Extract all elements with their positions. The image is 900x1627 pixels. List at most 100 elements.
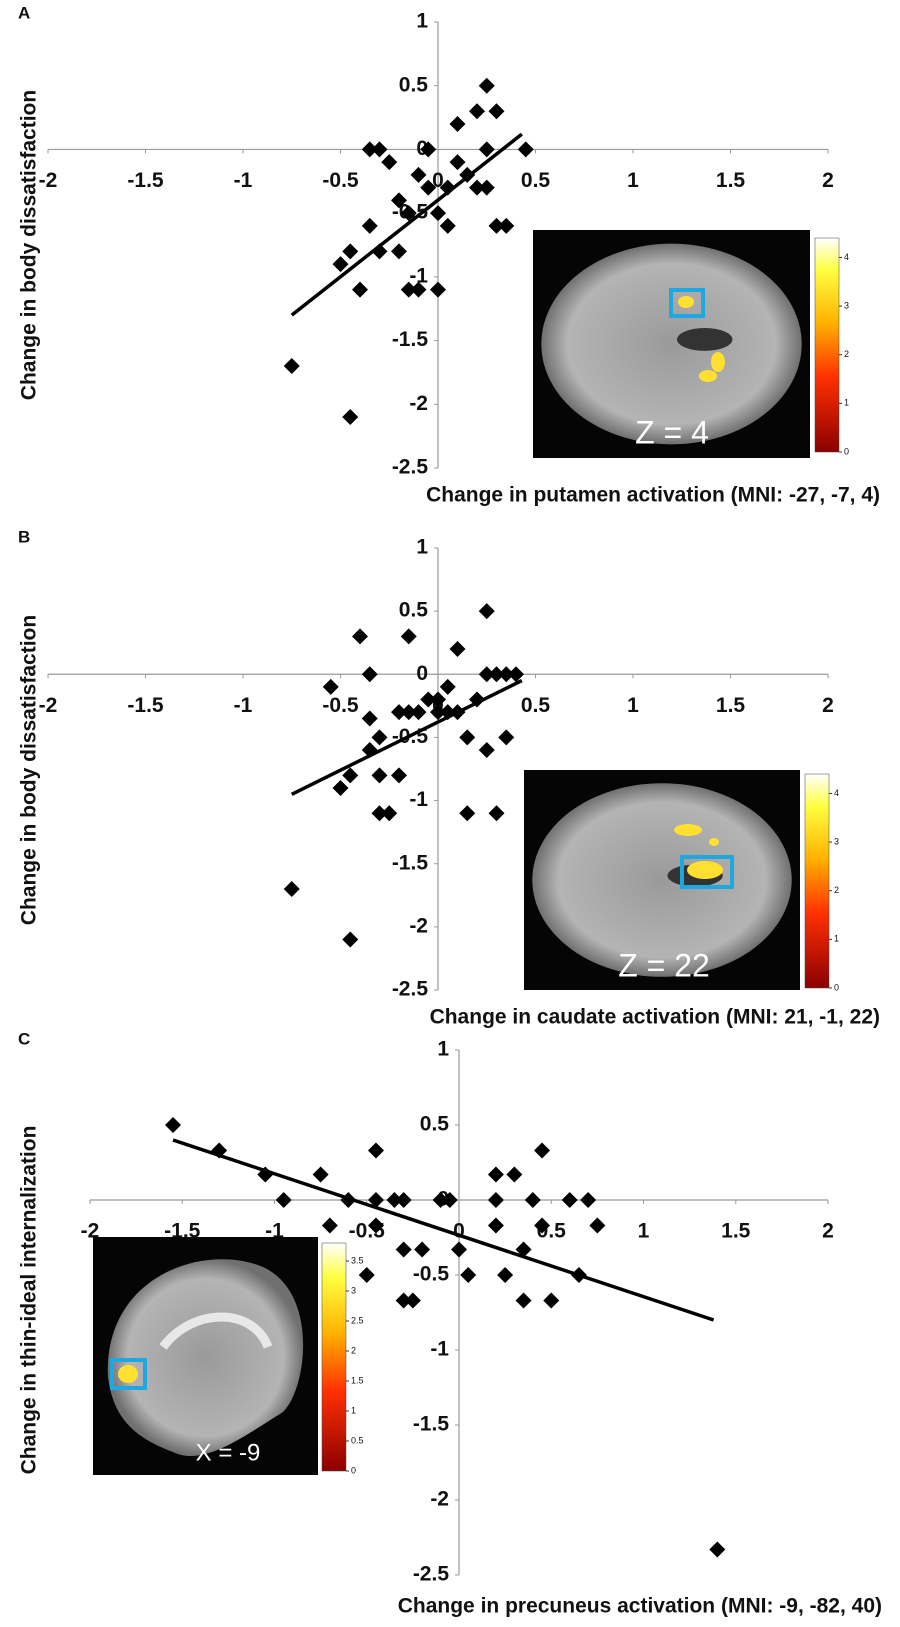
data-point [430, 282, 446, 298]
slice-label: Z = 4 [635, 414, 709, 450]
activation-blob [118, 1365, 138, 1383]
data-point [469, 103, 485, 119]
data-point [498, 729, 514, 745]
x-tick-label: 1 [638, 1220, 650, 1243]
y-tick-label: -2.5 [392, 978, 429, 1001]
colorbar [815, 238, 839, 452]
colorbar-tick-label: 3 [351, 1285, 356, 1295]
data-point [391, 243, 407, 259]
colorbar-tick-label: 1 [844, 398, 849, 408]
data-point [440, 218, 456, 234]
y-tick-label: 0 [416, 662, 428, 685]
y-tick-label: 0.5 [399, 73, 429, 96]
colorbar-tick-label: 2.5 [351, 1315, 364, 1325]
data-point [497, 1267, 513, 1283]
y-tick-label: 1 [437, 1038, 449, 1061]
x-tick-label: 1 [627, 169, 639, 192]
colorbar [805, 774, 829, 988]
figure: -2-1.5-1-0.500.511.5210.50-0.5-1-1.5-2-2… [0, 0, 900, 1627]
data-point [362, 218, 378, 234]
data-point [508, 666, 524, 682]
data-point [450, 154, 466, 170]
data-point [313, 1167, 329, 1183]
data-point [562, 1192, 578, 1208]
data-point [362, 710, 378, 726]
data-point [460, 1267, 476, 1283]
data-point [342, 931, 358, 947]
colorbar-tick-label: 0 [844, 446, 849, 456]
x-axis-title: Change in caudate activation (MNI: 21, -… [430, 1006, 880, 1029]
x-tick-label: 1.5 [716, 169, 746, 192]
data-point [372, 767, 388, 783]
panel-label: C [18, 1029, 30, 1048]
y-tick-label: -1.5 [392, 851, 429, 874]
data-point [451, 1242, 467, 1258]
x-tick-label: 0 [453, 1220, 465, 1243]
data-point [506, 1167, 522, 1183]
data-point [396, 1293, 412, 1309]
activation-blob [678, 296, 694, 308]
slice-label: Z = 22 [618, 947, 710, 983]
colorbar-tick-label: 4 [844, 252, 849, 262]
data-point [352, 282, 368, 298]
activation-blob [711, 352, 725, 372]
x-tick-label: 2 [822, 694, 834, 717]
data-point [381, 805, 397, 821]
y-tick-label: -1.5 [392, 328, 429, 351]
colorbar-tick-label: 0.5 [351, 1435, 364, 1445]
data-point [450, 641, 466, 657]
data-point [359, 1267, 375, 1283]
colorbar-tick-label: 2 [844, 349, 849, 359]
data-point [479, 180, 495, 196]
x-tick-label: -1 [234, 694, 253, 717]
panel-label: A [18, 3, 30, 22]
data-point [396, 1242, 412, 1258]
data-point [489, 805, 505, 821]
data-point [411, 704, 427, 720]
colorbar-tick-label: 2 [351, 1345, 356, 1355]
data-point [276, 1192, 292, 1208]
data-point [391, 767, 407, 783]
colorbar-tick-label: 2 [834, 885, 839, 895]
y-tick-label: 1 [416, 536, 428, 559]
data-point [401, 628, 417, 644]
x-tick-label: -0.5 [322, 169, 359, 192]
data-point [479, 141, 495, 157]
x-tick-label: -0.5 [322, 694, 359, 717]
data-point [372, 141, 388, 157]
data-point [498, 218, 514, 234]
colorbar-tick-label: 1 [351, 1405, 356, 1415]
data-point [165, 1117, 181, 1133]
x-tick-label: -1.5 [127, 694, 164, 717]
y-axis-title: Change in body dissatisfaction [18, 90, 41, 400]
slice-label: X = -9 [196, 1439, 261, 1466]
data-point [589, 1218, 605, 1234]
y-tick-label: 0.5 [399, 599, 429, 622]
x-tick-label: 0.5 [521, 169, 551, 192]
data-point [322, 1218, 338, 1234]
x-tick-label: 2 [822, 169, 834, 192]
x-tick-label: -1 [234, 169, 253, 192]
y-tick-label: -2.5 [413, 1563, 450, 1586]
colorbar-tick-label: 3.5 [351, 1255, 364, 1265]
activation-blob [687, 861, 723, 879]
data-point [525, 1192, 541, 1208]
ventricle [677, 328, 732, 351]
x-tick-label: -2 [39, 169, 58, 192]
data-point [342, 409, 358, 425]
colorbar-tick-label: 1 [834, 934, 839, 944]
data-point [489, 103, 505, 119]
data-point [450, 116, 466, 132]
y-tick-label: -1 [430, 1338, 449, 1361]
colorbar-tick-label: 1.5 [351, 1375, 364, 1385]
panel-label: B [18, 527, 30, 546]
data-point [323, 679, 339, 695]
colorbar-tick-label: 3 [834, 836, 839, 846]
x-tick-label: 1.5 [721, 1220, 751, 1243]
y-axis-title: Change in thin-ideal internalization [18, 1126, 41, 1475]
colorbar-tick-label: 3 [844, 300, 849, 310]
data-point [709, 1542, 725, 1558]
activation-blob [709, 838, 719, 846]
data-point [488, 1192, 504, 1208]
y-tick-label: -2.5 [392, 456, 429, 479]
